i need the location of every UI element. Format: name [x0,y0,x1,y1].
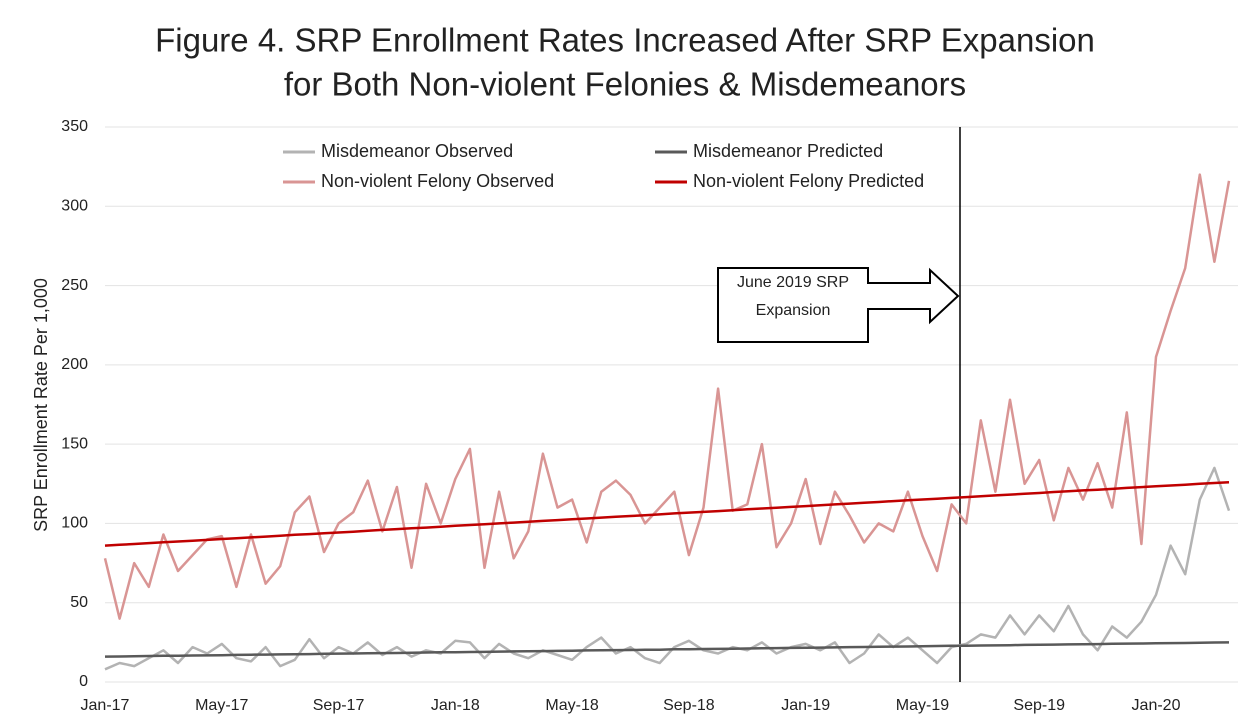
legend-label: Non-violent Felony Observed [321,171,554,191]
y-tick-label: 0 [79,673,88,690]
chart-title: Figure 4. SRP Enrollment Rates Increased… [155,22,1095,59]
x-tick-label: May-18 [545,697,598,714]
annotation: June 2019 SRP [737,274,849,291]
grid [105,126,1238,683]
annotation-box [717,267,960,343]
chart-title: for Both Non-violent Felonies & Misdemea… [284,66,966,103]
legend-label: Misdemeanor Observed [321,141,513,161]
x-tick-label: Sep-19 [1013,697,1065,714]
x-tick-label: May-19 [896,697,949,714]
x-tick-label: Jan-17 [81,697,130,714]
annotation: Expansion [756,302,831,319]
legend-label: Non-violent Felony Predicted [693,171,924,191]
x-tick-label: May-17 [195,697,248,714]
series-line [103,173,1231,620]
x-tick-label: Jan-18 [431,697,480,714]
x-tick-label: Jan-20 [1132,697,1181,714]
series-line [104,480,1230,547]
x-tick-label: Sep-18 [663,697,715,714]
y-tick-label: 100 [61,515,88,532]
x-tick-label: Jan-19 [781,697,830,714]
y-tick-label: 250 [61,277,88,294]
y-tick-label: 200 [61,356,88,373]
series-line [104,641,1230,658]
x-tick-label: Sep-17 [313,697,365,714]
y-tick-label: 150 [61,435,88,452]
y-tick-label: 300 [61,198,88,215]
legend-label: Misdemeanor Predicted [693,141,883,161]
series-line [104,466,1231,671]
y-tick-label: 350 [61,118,88,135]
y-tick-label: 50 [70,594,88,611]
y-axis-label: SRP Enrollment Rate Per 1,000 [31,278,51,532]
